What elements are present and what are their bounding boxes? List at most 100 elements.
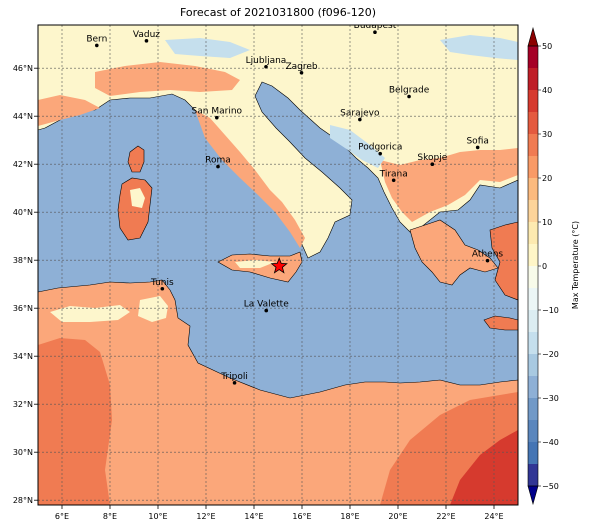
city-label: Budapest <box>354 21 397 31</box>
colorbar-segment <box>528 68 538 90</box>
colorbar-segment <box>528 156 538 178</box>
city-label: Vaduz <box>133 30 160 40</box>
city-label: Zagreb <box>285 62 317 72</box>
alpine-light-patch <box>165 38 250 58</box>
colorbar-segment <box>528 134 538 156</box>
colorbar-segment <box>528 354 538 376</box>
city-dot <box>378 151 383 156</box>
colorbar-segment <box>528 200 538 222</box>
city-dot <box>215 115 219 120</box>
city-label: Sarajevo <box>340 109 380 119</box>
city-dot <box>160 286 165 291</box>
france-coast-warm <box>38 95 100 126</box>
sicily-cool <box>235 260 275 268</box>
city-label: San Marino <box>192 107 243 117</box>
marker-star <box>270 257 288 274</box>
city-dot <box>475 145 480 150</box>
y-tick-label: 36°N <box>13 304 33 313</box>
tunisia-cool-band <box>138 296 168 322</box>
colorbar-tick-label: 20 <box>542 174 552 183</box>
x-tick-label: 22°E <box>436 512 455 521</box>
turkey-land <box>489 221 518 301</box>
x-tick-label: 16°E <box>292 512 311 521</box>
x-axis-ticks: 6°E 8°E 10°E 12°E 14°E 16°E 18°E 20°E 22°E 24°E <box>55 505 504 521</box>
city-label: La Valette <box>244 300 289 310</box>
y-axis-ticks: 28°N 30°N 32°N 34°N 36°N 38°N 40°N 42°N 44°N 46°N <box>13 64 38 505</box>
y-tick-label: 34°N <box>13 352 33 361</box>
africa-hotter-zone <box>450 430 518 505</box>
y-tick-label: 32°N <box>13 400 33 409</box>
colorbar-tick-label: −30 <box>542 394 559 403</box>
y-tick-label: 42°N <box>13 160 33 169</box>
colorbar-tick-label: 0 <box>542 262 547 271</box>
city-dot <box>407 94 411 99</box>
x-tick-label: 10°E <box>148 512 167 521</box>
colorbar-segment <box>528 442 538 464</box>
colorbar-tick-label: 50 <box>542 42 552 51</box>
colorbar-tick-label: 30 <box>542 130 552 139</box>
x-tick-label: 6°E <box>55 512 69 521</box>
star-marker <box>270 257 288 274</box>
colorbar-tick-label: 40 <box>542 86 552 95</box>
colorbar-segment <box>528 288 538 310</box>
y-tick-label: 40°N <box>13 208 33 217</box>
colorbar-segment <box>528 90 538 112</box>
italy-warm-coast <box>195 110 305 248</box>
city-dot <box>373 30 377 34</box>
city-dot <box>264 64 268 69</box>
city-label: Skopje <box>417 153 447 163</box>
colorbar-extend-high <box>527 26 539 47</box>
africa-land <box>38 279 518 505</box>
y-tick-label: 30°N <box>13 448 33 457</box>
y-tick-label: 44°N <box>13 112 33 121</box>
colorbar-segment <box>528 420 538 442</box>
colorbar-tick-label: −10 <box>542 306 559 315</box>
hungary-light-patch <box>440 35 518 60</box>
city-dot <box>144 39 149 43</box>
colorbar-tick-label: 10 <box>542 218 552 227</box>
po-valley-warm <box>95 62 240 96</box>
x-tick-label: 18°E <box>340 512 359 521</box>
colorbar-segment <box>528 332 538 354</box>
x-tick-label: 12°E <box>196 512 215 521</box>
city-dot <box>391 178 396 183</box>
colorbar-segment <box>528 178 538 200</box>
x-tick-label: 20°E <box>388 512 407 521</box>
colorbar-tick-label: −50 <box>542 482 559 491</box>
city-label: Sofia <box>466 136 488 146</box>
map-frame <box>37 24 519 506</box>
city-dot <box>95 43 99 48</box>
city-dot <box>430 162 435 166</box>
colorbar-segment <box>528 266 538 288</box>
colorbar-tick-label: −20 <box>542 350 559 359</box>
city-label: Tunis <box>150 278 174 288</box>
city-dot <box>299 70 304 75</box>
x-tick-label: 24°E <box>484 512 503 521</box>
balkan-coast-warm <box>380 148 518 222</box>
city-dot <box>485 258 490 263</box>
colorbar-segment <box>528 222 538 244</box>
colorbar: −50 −40 −30 −20 −10 0 10 20 30 40 50 <box>527 26 559 506</box>
colorbar-segment <box>528 310 538 332</box>
colorbar-segment <box>528 112 538 134</box>
colorbar-segment <box>528 398 538 420</box>
colorbar-segment <box>528 244 538 266</box>
city-label: Athens <box>472 250 503 260</box>
colorbar-segment <box>528 464 538 486</box>
greece-land <box>409 219 499 286</box>
city-dot <box>358 117 362 122</box>
map-gridlines <box>38 25 518 505</box>
city-label: Tirana <box>379 169 408 179</box>
x-tick-label: 14°E <box>244 512 263 521</box>
city-label: Ljubljana <box>246 56 287 66</box>
colorbar-label: Max Temperature (°C) <box>571 221 580 309</box>
city-label: Bern <box>86 34 107 44</box>
city-dot <box>216 164 220 169</box>
africa-hot-zone <box>38 338 112 505</box>
x-tick-label: 8°E <box>103 512 117 521</box>
city-label: Tripoli <box>220 372 248 382</box>
crete-land <box>483 315 518 331</box>
corsica-land <box>127 145 145 173</box>
